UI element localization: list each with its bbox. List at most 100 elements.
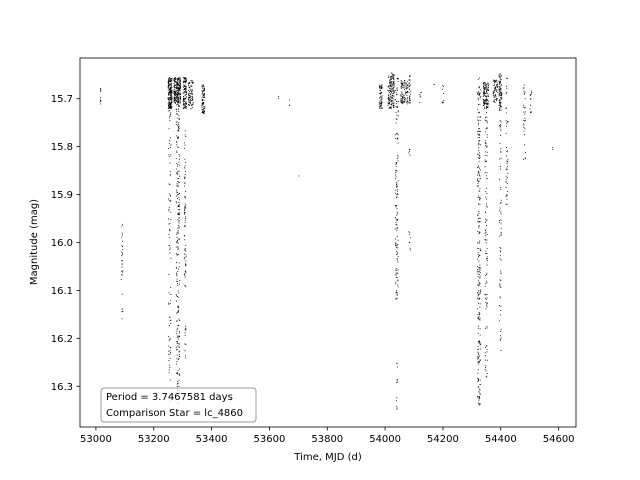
data-point — [191, 107, 193, 109]
data-point — [488, 100, 489, 102]
data-point — [176, 294, 178, 296]
data-point — [524, 120, 526, 122]
data-point — [100, 90, 102, 92]
data-point — [185, 94, 187, 96]
data-point — [525, 157, 526, 159]
x-tick-label: 53800 — [311, 434, 343, 445]
data-point — [168, 110, 170, 112]
data-point — [177, 125, 179, 127]
data-point — [204, 106, 206, 108]
data-point — [524, 134, 525, 136]
data-point — [168, 207, 170, 209]
data-point — [185, 103, 187, 105]
data-point — [402, 97, 404, 99]
data-point — [393, 80, 395, 82]
data-point — [479, 277, 481, 279]
data-point — [178, 227, 180, 229]
data-point — [507, 120, 509, 122]
data-point — [176, 386, 178, 388]
data-point — [387, 103, 389, 105]
data-point — [395, 169, 397, 171]
data-point — [484, 233, 486, 235]
data-point — [184, 285, 186, 286]
data-point — [478, 379, 480, 381]
data-point — [185, 250, 187, 252]
data-point — [185, 265, 187, 267]
data-point — [477, 316, 479, 318]
data-point — [499, 101, 501, 103]
data-point — [171, 106, 173, 108]
data-point — [409, 74, 411, 76]
data-point — [168, 98, 170, 100]
data-point — [485, 83, 487, 85]
data-point — [396, 184, 397, 185]
data-point — [409, 99, 411, 101]
data-point — [392, 82, 394, 84]
data-point — [170, 106, 172, 108]
data-point — [379, 100, 381, 102]
data-point — [403, 97, 405, 99]
data-point — [122, 260, 123, 262]
data-point — [525, 152, 526, 153]
x-axis-label: Time, MJD (d) — [293, 452, 362, 463]
data-point — [499, 168, 501, 170]
data-point — [176, 275, 178, 277]
data-point — [496, 89, 497, 91]
data-point — [396, 211, 398, 213]
data-point — [381, 100, 383, 102]
x-tick-label: 54400 — [485, 434, 517, 445]
data-point — [168, 77, 170, 79]
data-point — [176, 272, 178, 274]
data-point — [184, 165, 186, 167]
data-point — [419, 94, 421, 95]
data-point — [177, 86, 179, 88]
data-point — [393, 75, 395, 77]
data-point — [170, 347, 172, 348]
data-point — [441, 88, 443, 90]
data-point — [477, 93, 479, 95]
data-point — [485, 95, 487, 97]
data-point — [486, 112, 488, 113]
data-point — [497, 86, 498, 87]
data-point — [500, 81, 501, 83]
data-point — [396, 270, 398, 271]
data-point — [174, 81, 176, 83]
data-point — [400, 79, 402, 81]
data-point — [499, 76, 501, 78]
data-point — [289, 99, 290, 101]
data-point — [392, 84, 394, 86]
data-point — [486, 90, 488, 92]
data-point — [495, 93, 497, 95]
data-point — [487, 102, 489, 104]
data-point — [182, 107, 184, 109]
data-point — [478, 386, 480, 388]
data-point — [478, 143, 480, 145]
data-point — [485, 117, 487, 118]
data-point — [180, 97, 182, 99]
data-point — [479, 167, 480, 169]
data-point — [388, 90, 390, 92]
data-point — [176, 278, 178, 280]
data-point — [170, 86, 171, 88]
data-point — [485, 161, 487, 162]
data-point — [168, 102, 170, 104]
data-point — [500, 94, 502, 96]
data-point — [524, 98, 526, 100]
data-point — [494, 82, 496, 84]
data-point — [380, 85, 382, 87]
data-point — [178, 345, 180, 347]
data-point — [478, 211, 480, 212]
data-point — [397, 252, 399, 254]
data-point — [175, 108, 177, 110]
data-point — [486, 155, 488, 157]
data-point — [505, 175, 507, 177]
data-point — [493, 100, 495, 102]
data-point — [170, 78, 172, 80]
data-point — [173, 80, 175, 82]
data-point — [184, 239, 186, 241]
data-point — [185, 93, 187, 95]
data-point — [484, 368, 486, 370]
data-point — [169, 320, 171, 322]
data-point — [478, 86, 480, 88]
data-point — [177, 191, 179, 193]
